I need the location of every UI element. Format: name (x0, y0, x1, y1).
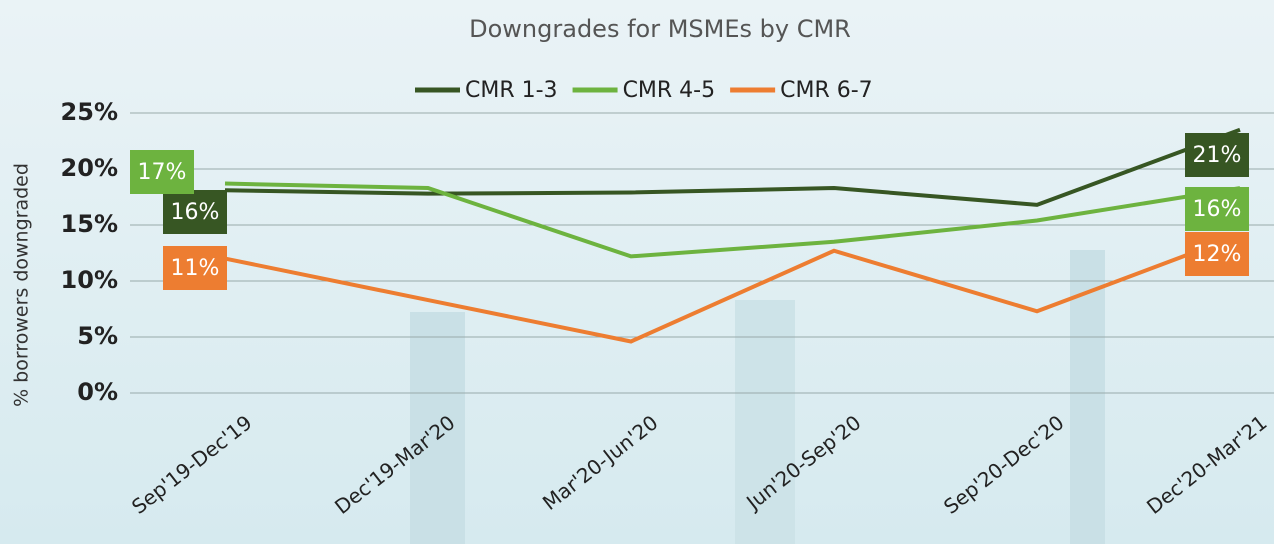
y-tick-label: 0% (77, 378, 118, 406)
data-label: 21% (1193, 143, 1242, 168)
legend-label: CMR 6-7 (780, 78, 873, 103)
y-tick-label: 10% (61, 266, 118, 294)
y-tick-label: 5% (77, 322, 118, 350)
data-label: 16% (171, 200, 220, 225)
y-tick-label: 25% (61, 98, 118, 126)
x-tick-label: Dec'20-Mar'21 (1142, 410, 1271, 519)
x-tick-label: Mar'20-Jun'20 (538, 410, 662, 515)
legend-label: CMR 1-3 (465, 78, 558, 103)
y-tick-label: 20% (61, 154, 118, 182)
data-label: 12% (1193, 242, 1242, 267)
data-label: 17% (138, 160, 187, 185)
series-line (225, 130, 1240, 205)
data-label: 11% (171, 256, 220, 281)
chart-title: Downgrades for MSMEs by CMR (469, 15, 851, 43)
legend-label: CMR 4-5 (623, 78, 716, 103)
chart: Downgrades for MSMEs by CMR % borrowers … (0, 0, 1274, 544)
y-axis-label: % borrowers downgraded (11, 163, 33, 407)
x-tick-label: Sep'19-Dec'19 (127, 410, 256, 519)
data-label: 16% (1193, 197, 1242, 222)
x-tick-label: Sep'20-Dec'20 (939, 410, 1068, 519)
y-tick-label: 15% (61, 210, 118, 238)
